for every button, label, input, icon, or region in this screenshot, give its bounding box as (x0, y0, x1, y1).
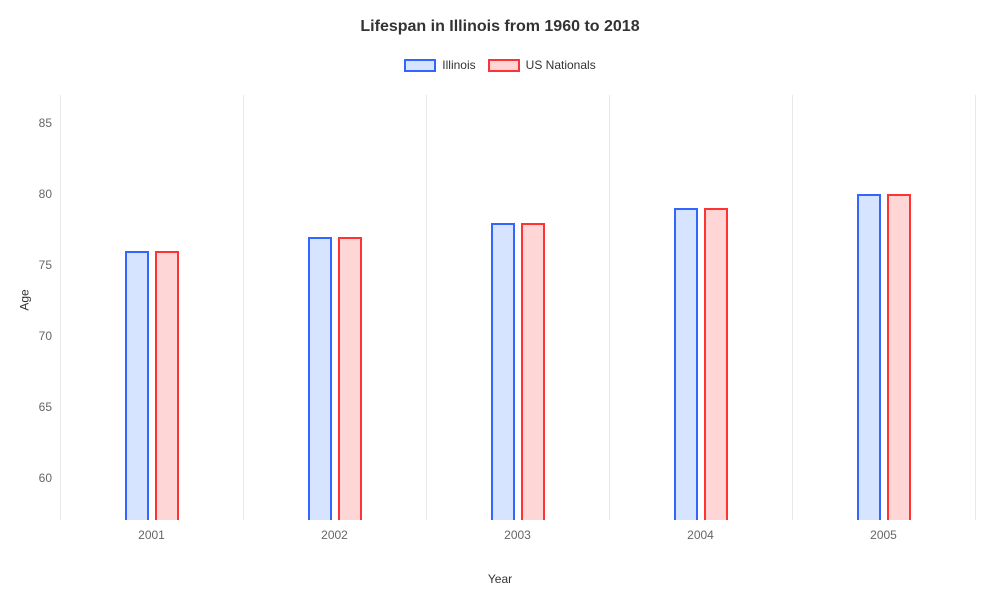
y-tick-label: 65 (39, 400, 52, 414)
legend-label: US Nationals (526, 58, 596, 72)
gridline-vertical (975, 95, 976, 520)
y-axis-title: Age (18, 289, 32, 310)
bar[interactable] (338, 237, 362, 520)
gridline-vertical (792, 95, 793, 520)
bar[interactable] (674, 208, 698, 520)
gridline-vertical (60, 95, 61, 520)
bar[interactable] (491, 223, 515, 521)
x-tick-label: 2001 (138, 528, 165, 542)
y-tick-label: 70 (39, 329, 52, 343)
bar[interactable] (704, 208, 728, 520)
bar[interactable] (521, 223, 545, 521)
x-axis-title: Year (488, 572, 512, 586)
gridline-vertical (609, 95, 610, 520)
y-tick-label: 80 (39, 187, 52, 201)
legend-swatch (404, 59, 436, 72)
x-tick-label: 2004 (687, 528, 714, 542)
y-tick-label: 60 (39, 471, 52, 485)
bar[interactable] (155, 251, 179, 520)
gridline-vertical (243, 95, 244, 520)
legend-swatch (488, 59, 520, 72)
bar[interactable] (308, 237, 332, 520)
plot-area: 60657075808520012002200320042005 (60, 95, 975, 520)
gridline-vertical (426, 95, 427, 520)
x-tick-label: 2005 (870, 528, 897, 542)
y-tick-label: 85 (39, 116, 52, 130)
x-tick-label: 2002 (321, 528, 348, 542)
bar[interactable] (857, 194, 881, 520)
x-tick-label: 2003 (504, 528, 531, 542)
bar[interactable] (887, 194, 911, 520)
legend: Illinois US Nationals (0, 58, 1000, 72)
bar[interactable] (125, 251, 149, 520)
chart-title: Lifespan in Illinois from 1960 to 2018 (0, 18, 1000, 36)
legend-item[interactable]: Illinois (404, 58, 475, 72)
y-tick-label: 75 (39, 258, 52, 272)
legend-label: Illinois (442, 58, 475, 72)
legend-item[interactable]: US Nationals (488, 58, 596, 72)
